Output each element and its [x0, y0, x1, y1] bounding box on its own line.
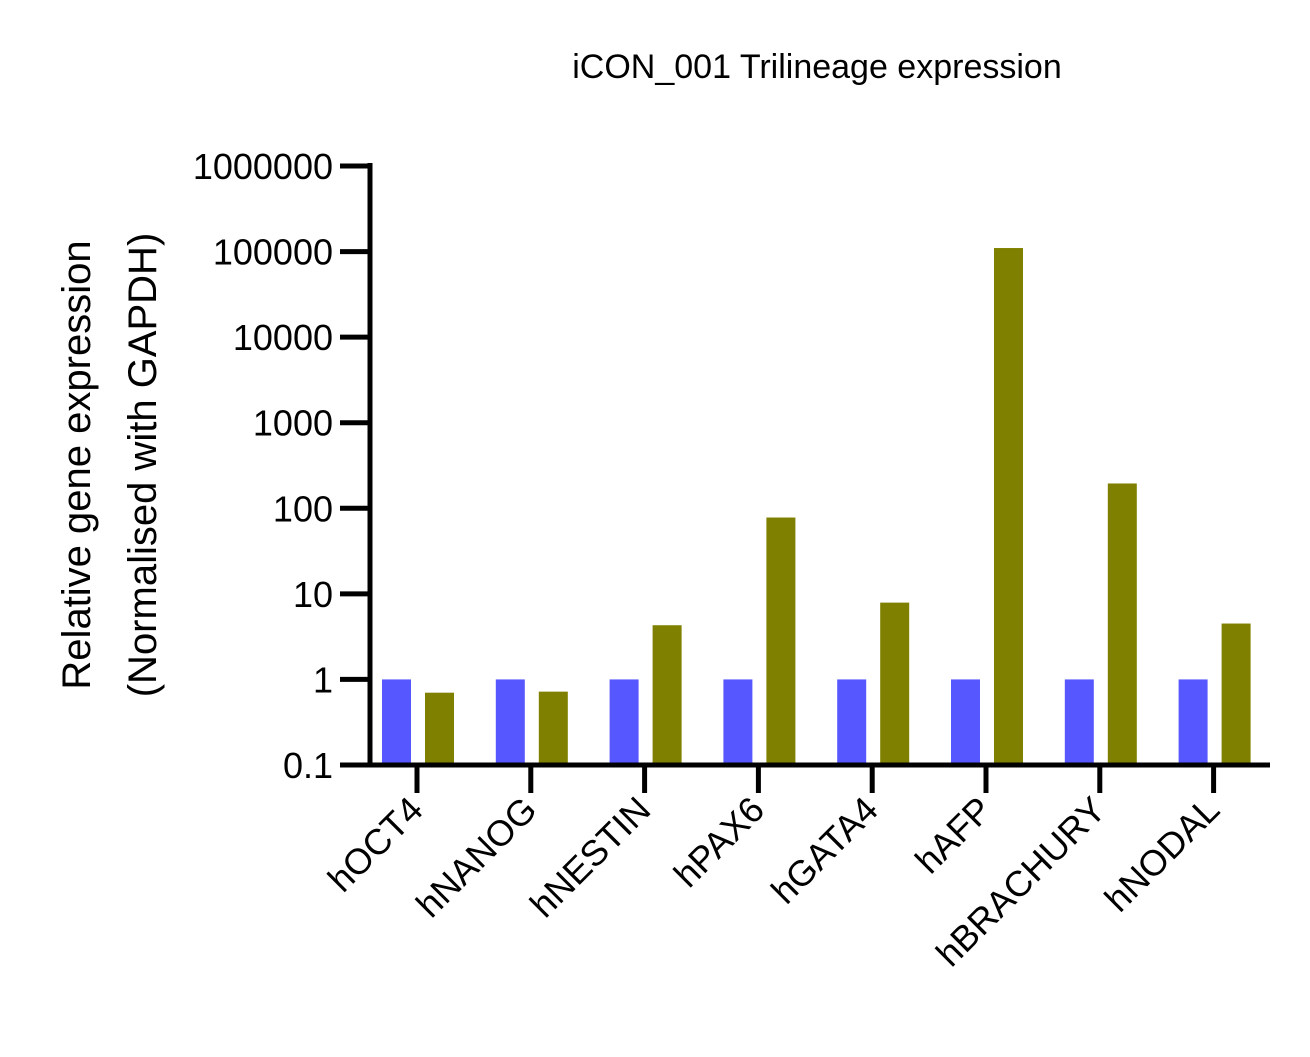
- bar-hBRACHURY-series2: [1107, 483, 1137, 765]
- bar-hNODAL-series1: [1178, 679, 1208, 765]
- bar-hNESTIN-series1: [609, 679, 639, 765]
- x-tick-label: hNANOG: [408, 789, 545, 926]
- y-tick-label: 100000: [213, 232, 333, 273]
- bar-hOCT4-series1: [382, 679, 411, 765]
- y-axis-label-line2: (Normalised with GAPDH): [121, 233, 165, 698]
- bar-hNANOG-series2: [538, 691, 568, 765]
- y-tick-label: 100: [273, 488, 333, 529]
- bar-hPAX6-series2: [766, 517, 796, 765]
- bar-hBRACHURY-series1: [1064, 679, 1094, 765]
- bar-hGATA4-series2: [880, 602, 910, 765]
- x-tick-label: hNODAL: [1096, 789, 1227, 920]
- y-tick-label: 1000000: [193, 146, 333, 187]
- y-tick-label: 1000: [253, 403, 333, 444]
- bar-hAFP-series2: [994, 248, 1023, 765]
- chart-title: iCON_001 Trilineage expression: [572, 48, 1061, 86]
- bar-hNESTIN-series2: [652, 625, 682, 765]
- x-tick-label: hNESTIN: [522, 789, 659, 926]
- y-tick-label: 1: [313, 659, 333, 700]
- x-tick-label: hAFP: [907, 789, 1000, 882]
- x-tick-label: hOCT4: [320, 789, 431, 900]
- y-tick-label: 10000: [233, 317, 333, 358]
- x-tick-label: hGATA4: [763, 789, 886, 912]
- bar-hNODAL-series2: [1221, 623, 1251, 765]
- bar-hAFP-series1: [951, 679, 980, 765]
- y-axis-label-line1: Relative gene expression: [55, 240, 99, 689]
- y-tick-label: 10: [293, 574, 333, 615]
- bar-hNANOG-series1: [495, 679, 525, 765]
- bar-hPAX6-series1: [723, 679, 753, 765]
- y-tick-label: 0.1: [283, 745, 333, 786]
- bar-hOCT4-series2: [425, 692, 454, 765]
- x-tick-label: hPAX6: [666, 789, 772, 895]
- bar-hGATA4-series1: [837, 679, 867, 765]
